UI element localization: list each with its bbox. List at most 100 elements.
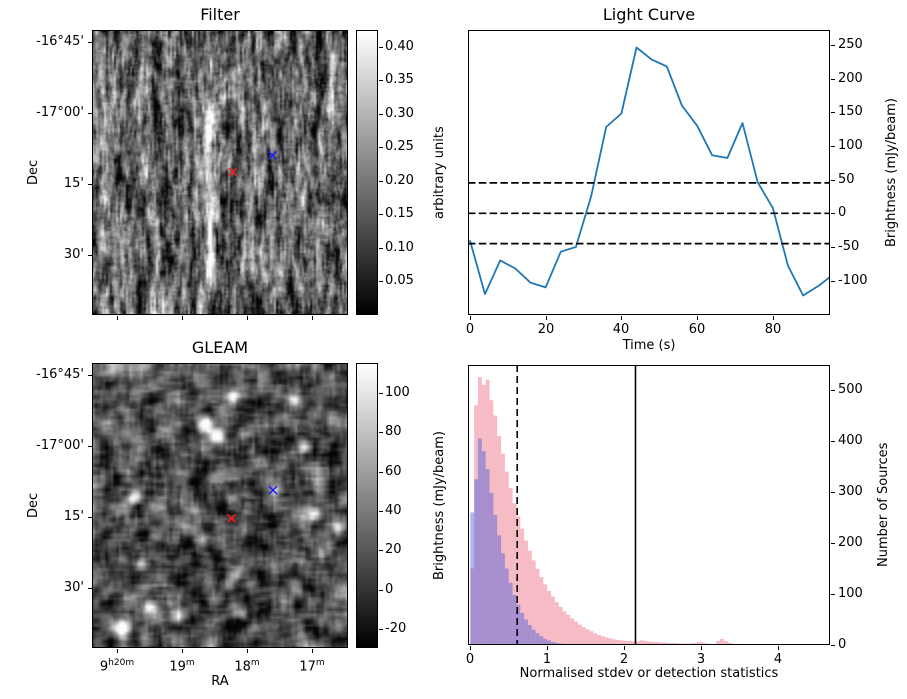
tick-mark [379,181,383,182]
tick-label: -16°45' [36,34,84,49]
tick-mark [88,113,92,114]
marker-blue-x [267,150,278,160]
tick-mark [831,441,835,442]
tick-label: 200 [838,71,863,86]
tick-mark [88,42,92,43]
tick-label: 30' [63,247,84,262]
gleam-markers-overlay [226,485,278,523]
histogram-xlabel: Normalised stdev or detection statistics [519,666,779,681]
tick-mark [831,180,835,181]
marker-red-x [228,167,238,177]
tick-mark [379,80,383,81]
tick-mark [379,550,383,551]
filter-image [92,30,348,315]
tick-mark [379,114,383,115]
gleam-image [92,363,348,648]
tick-mark [379,281,383,282]
tick-label: 0 [465,322,475,337]
tick-mark [117,649,118,653]
tick-label: 18m [234,658,260,675]
tick-label: 100 [838,586,863,601]
tick-mark [88,446,92,447]
tick-label: 80 [764,322,782,337]
tick-label: 2 [619,652,629,667]
tick-mark [831,492,835,493]
tick-mark [379,214,383,215]
filter-markers-overlay [228,150,278,177]
tick-label: 4 [773,652,783,667]
tick-label: 250 [838,37,863,52]
tick-mark [831,281,835,282]
light-curve-xlabel: Time (s) [622,338,676,353]
tick-mark [379,472,383,473]
histogram-ylabel: Number of Sources [876,442,891,568]
tick-mark [831,146,835,147]
tick-label: 0.20 [385,173,414,188]
tick-label: 20 [537,322,555,337]
gleam-colorbar-label: Brightness (mJy/beam) [432,431,447,580]
tick-label: 17m [299,658,325,675]
gleam-colorbar [356,363,378,648]
tick-label: 0.15 [385,206,414,221]
tick-mark [312,316,313,320]
gleam-xlabel: RA [211,674,229,689]
tick-mark [773,316,774,320]
tick-mark [88,255,92,256]
tick-label: 1 [542,652,552,667]
tick-label: 200 [838,535,863,550]
tick-mark [470,316,471,320]
tick-mark [701,646,702,650]
light-curve-plot [468,46,830,297]
filter-colorbar [356,30,378,315]
tick-mark [379,47,383,48]
tick-mark [88,375,92,376]
tick-mark [831,79,835,80]
tick-mark [624,646,625,650]
tick-label: -16°45' [36,367,84,382]
filter-title: Filter [200,5,240,24]
tick-label: 80 [385,424,402,439]
light-curve-line [469,46,830,297]
tick-label: 60 [688,322,706,337]
light-curve-ylabel: Brightness (mJy/beam) [884,98,899,247]
light-curve-title: Light Curve [602,5,696,24]
tick-label: 0.40 [385,39,414,54]
tick-mark [831,594,835,595]
tick-mark [379,393,383,394]
tick-label: 40 [612,322,630,337]
tick-label: 400 [838,433,863,448]
tick-label: 500 [838,382,863,397]
tick-mark [117,316,118,320]
tick-label: 20 [385,542,402,557]
tick-label: 0.30 [385,106,414,121]
tick-mark [831,390,835,391]
tick-label: 0 [465,652,475,667]
tick-mark [88,588,92,589]
tick-label: -17°00' [36,105,84,120]
tick-label: 30' [63,580,84,595]
tick-label: 100 [838,138,863,153]
tick-mark [547,646,548,650]
tick-mark [831,213,835,214]
filter-ylabel: Dec [26,159,41,186]
tick-mark [88,517,92,518]
tick-mark [778,646,779,650]
gleam-title: GLEAM [191,338,249,357]
tick-mark [546,316,547,320]
tick-mark [182,649,183,653]
tick-label: 0.05 [385,273,414,288]
tick-mark [247,649,248,653]
tick-mark [831,645,835,646]
gleam-ylabel: Dec [26,492,41,519]
tick-label: 300 [838,484,863,499]
tick-mark [697,316,698,320]
hist-series [470,377,828,645]
tick-mark [247,316,248,320]
tick-mark [831,247,835,248]
tick-label: -50 [838,239,860,254]
tick-label: 60 [385,464,402,479]
tick-label: 150 [838,104,863,119]
tick-label: 50 [838,172,855,187]
tick-label: 100 [385,385,410,400]
tick-label: 15' [63,176,84,191]
